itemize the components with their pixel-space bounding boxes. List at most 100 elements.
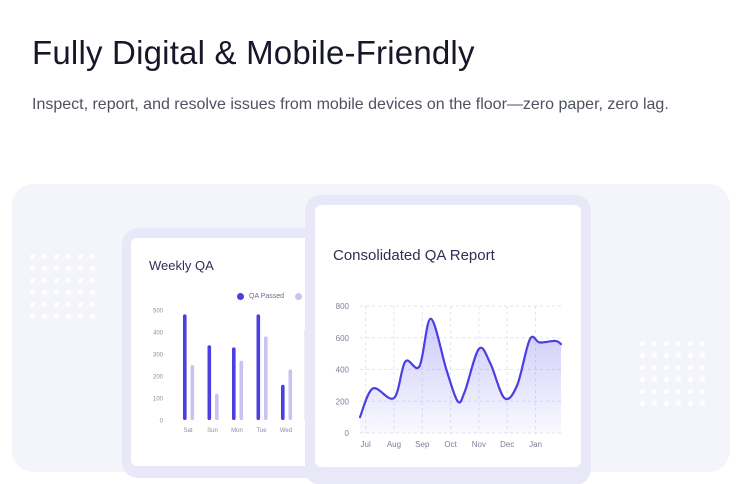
decorative-dot — [676, 341, 681, 346]
decorative-dot — [700, 365, 705, 370]
decorative-dot — [688, 341, 693, 346]
decorative-dot — [688, 389, 693, 394]
decorative-dot — [54, 302, 59, 307]
consolidated-report-card: Consolidated QA Report 0 200 400 600 800 Jul A… — [315, 205, 581, 467]
decorative-dot — [664, 389, 669, 394]
x-tick-label: Sep — [415, 440, 430, 449]
decorative-dot — [664, 401, 669, 406]
bar-sun-series-2 — [215, 393, 219, 420]
x-tick-label: Nov — [472, 440, 486, 449]
decorative-dot — [42, 302, 47, 307]
decorative-dot — [66, 290, 71, 295]
decorative-dot — [90, 302, 95, 307]
x-tick-label: Mon — [231, 428, 243, 434]
bar-wed-series-1 — [281, 384, 285, 420]
x-tick-label: Jan — [529, 440, 542, 449]
decorative-dot — [652, 365, 657, 370]
decorative-dot — [676, 401, 681, 406]
decorative-dot — [676, 353, 681, 358]
decorative-dot — [42, 254, 47, 259]
bar-sun-series-1 — [207, 345, 212, 420]
y-tick-label: 400 — [336, 366, 350, 375]
decorative-dot — [30, 278, 35, 283]
decorative-dot — [700, 341, 705, 346]
decorative-dot — [54, 290, 59, 295]
decorative-dot — [640, 401, 645, 406]
decorative-dot — [700, 353, 705, 358]
legend-swatch-passed — [237, 293, 244, 300]
decorative-dot — [676, 365, 681, 370]
bar-sat-series-1 — [183, 314, 187, 420]
decorative-dot — [90, 290, 95, 295]
decorative-dot — [676, 377, 681, 382]
x-tick-label: Sat — [183, 428, 192, 434]
decorative-dot — [90, 278, 95, 283]
x-tick-label: Sun — [207, 428, 218, 434]
bar-wed-series-2 — [288, 369, 293, 420]
decorative-dot — [640, 365, 645, 370]
decorative-dot — [78, 314, 83, 319]
decorative-dot — [652, 401, 657, 406]
y-tick-label: 0 — [345, 429, 350, 438]
decorative-dot — [42, 278, 47, 283]
legend-label-passed: QA Passed — [249, 293, 285, 300]
decorative-dot — [30, 314, 35, 319]
decorative-dot — [664, 365, 669, 370]
bar-tue-series-2 — [264, 336, 268, 420]
x-tick-label: Wed — [280, 428, 292, 434]
decorative-dot — [78, 266, 83, 271]
section-heading: Fully Digital & Mobile-Friendly — [32, 34, 475, 71]
y-tick-label: 100 — [153, 397, 164, 403]
area-fill — [360, 318, 561, 433]
decorative-dot — [664, 341, 669, 346]
decorative-dot — [66, 314, 71, 319]
decorative-dot — [700, 377, 705, 382]
decorative-dot — [700, 389, 705, 394]
x-tick-label: Tue — [256, 428, 267, 434]
x-tick-label: Dec — [500, 440, 514, 449]
decorative-dot — [676, 389, 681, 394]
decorative-dot — [78, 302, 83, 307]
section-description: Inspect, report, and resolve issues from… — [32, 96, 669, 113]
decorative-dot — [78, 278, 83, 283]
decorative-dot — [652, 377, 657, 382]
series-line — [358, 317, 563, 419]
decorative-dot — [688, 377, 693, 382]
decorative-dot — [66, 278, 71, 283]
decorative-dot — [66, 302, 71, 307]
decorative-dot — [700, 401, 705, 406]
bar-mon-series-2 — [239, 360, 244, 420]
decorative-dot — [640, 353, 645, 358]
decorative-dot — [652, 389, 657, 394]
consolidated-report-title: Consolidated QA Report — [333, 247, 495, 264]
decorative-dot — [640, 341, 645, 346]
decorative-dot — [66, 254, 71, 259]
y-tick-label: 600 — [336, 334, 350, 343]
decorative-dot — [30, 290, 35, 295]
x-tick-label: Jul — [361, 440, 371, 449]
decorative-dot — [54, 278, 59, 283]
weekly-qa-legend: QA Passed — [237, 293, 303, 300]
decorative-dot — [54, 266, 59, 271]
dot-pattern-right — [640, 341, 705, 406]
decorative-dot — [688, 365, 693, 370]
y-tick-label: 200 — [336, 397, 350, 406]
decorative-dot — [664, 377, 669, 382]
y-tick-label: 800 — [336, 302, 350, 311]
bar-sat-series-2 — [190, 365, 195, 420]
decorative-dot — [652, 341, 657, 346]
consolidated-report-area-chart: 0 200 400 600 800 Jul Aug Sep Oct Nov Dec Jan — [336, 302, 563, 449]
y-tick-label: 400 — [153, 331, 164, 337]
decorative-dot — [90, 314, 95, 319]
decorative-dot — [90, 254, 95, 259]
decorative-dot — [652, 353, 657, 358]
decorative-dot — [30, 302, 35, 307]
decorative-dot — [30, 254, 35, 259]
decorative-dot — [30, 266, 35, 271]
y-tick-label: 200 — [153, 375, 164, 381]
decorative-dot — [640, 377, 645, 382]
y-tick-label: 300 — [153, 353, 164, 359]
decorative-dot — [54, 254, 59, 259]
decorative-dot — [664, 353, 669, 358]
decorative-dot — [42, 290, 47, 295]
